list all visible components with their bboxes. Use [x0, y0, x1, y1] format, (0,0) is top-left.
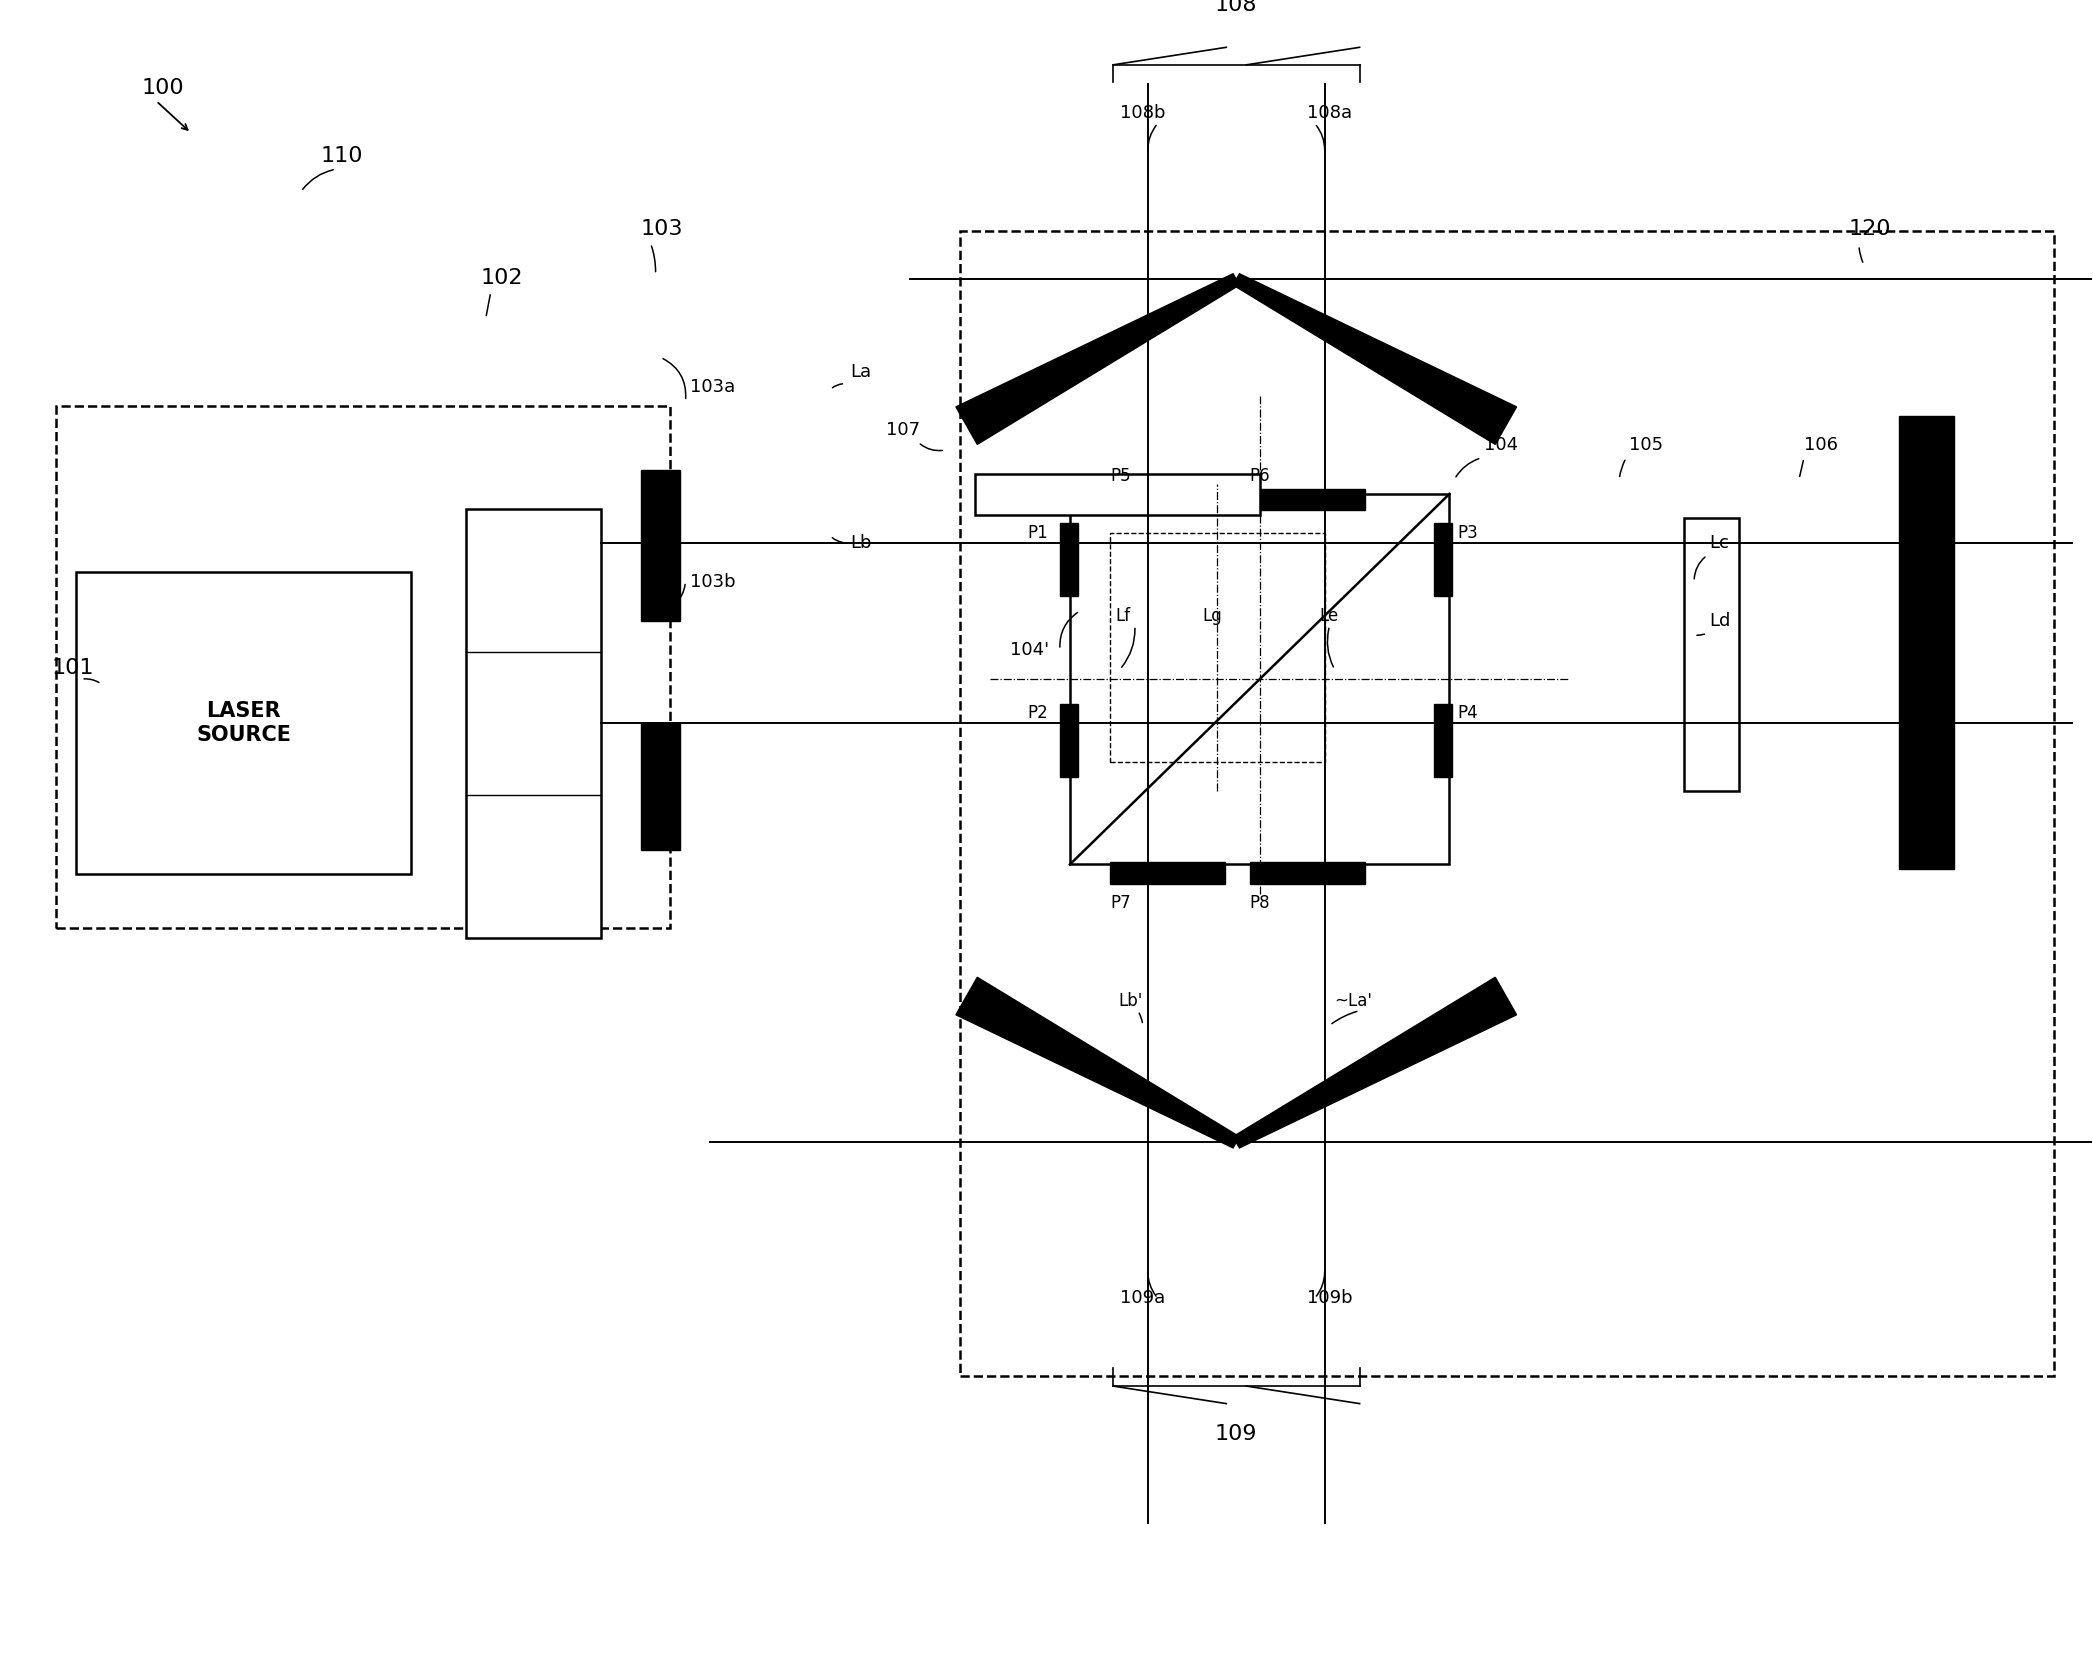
Text: ~La': ~La': [1335, 992, 1373, 1010]
Text: Ld: Ld: [1710, 611, 1731, 629]
Bar: [1109, 862, 1224, 884]
Text: P5: P5: [1109, 466, 1130, 485]
Text: P6: P6: [1250, 466, 1270, 485]
Text: Le: Le: [1321, 607, 1340, 624]
Bar: [75, 572, 410, 874]
Text: P4: P4: [1457, 705, 1478, 722]
Bar: [1434, 703, 1453, 777]
Text: P7: P7: [1109, 894, 1130, 913]
Text: P3: P3: [1457, 524, 1478, 542]
Text: 106: 106: [1804, 436, 1838, 455]
Polygon shape: [1233, 274, 1517, 445]
Bar: [467, 508, 601, 938]
Bar: [640, 470, 680, 621]
Text: 108b: 108b: [1120, 104, 1166, 122]
Text: 120: 120: [1848, 220, 1892, 240]
Text: Lg: Lg: [1201, 607, 1222, 624]
Text: 109: 109: [1216, 1423, 1258, 1443]
Text: 103a: 103a: [691, 378, 737, 396]
Polygon shape: [1233, 977, 1517, 1148]
Text: 105: 105: [1628, 436, 1664, 455]
Text: 100: 100: [140, 79, 184, 97]
Bar: [1059, 524, 1078, 596]
Bar: [1434, 524, 1453, 596]
Text: Lf: Lf: [1116, 607, 1130, 624]
Polygon shape: [957, 977, 1239, 1148]
Text: P2: P2: [1028, 705, 1049, 722]
Text: LASER
SOURCE: LASER SOURCE: [197, 701, 291, 745]
Bar: [640, 723, 680, 849]
Text: 109b: 109b: [1306, 1289, 1352, 1307]
Text: Lb: Lb: [850, 534, 873, 552]
Text: 108a: 108a: [1306, 104, 1352, 122]
Text: 104': 104': [1011, 641, 1049, 659]
Text: P1: P1: [1028, 524, 1049, 542]
Text: Lc: Lc: [1710, 534, 1729, 552]
Text: 110: 110: [320, 146, 364, 166]
Bar: [975, 475, 1260, 515]
Bar: [1070, 493, 1450, 864]
Bar: [1109, 534, 1325, 762]
Text: P8: P8: [1250, 894, 1270, 913]
Bar: [1250, 488, 1365, 510]
Text: 102: 102: [481, 268, 523, 289]
Bar: [1898, 416, 1953, 869]
Bar: [1109, 488, 1224, 510]
Bar: [961, 230, 2053, 1376]
Bar: [1059, 703, 1078, 777]
Bar: [1250, 862, 1365, 884]
Text: 103b: 103b: [691, 572, 737, 591]
Text: 101: 101: [52, 658, 94, 678]
Text: Lb': Lb': [1118, 992, 1143, 1010]
Polygon shape: [957, 274, 1239, 445]
Text: 109a: 109a: [1120, 1289, 1166, 1307]
Text: 103: 103: [640, 220, 682, 240]
Text: 104: 104: [1484, 436, 1520, 455]
Text: La: La: [850, 362, 871, 381]
Text: 108: 108: [1216, 0, 1258, 15]
Text: 107: 107: [885, 421, 921, 440]
Bar: [1685, 519, 1739, 792]
Bar: [57, 406, 670, 928]
